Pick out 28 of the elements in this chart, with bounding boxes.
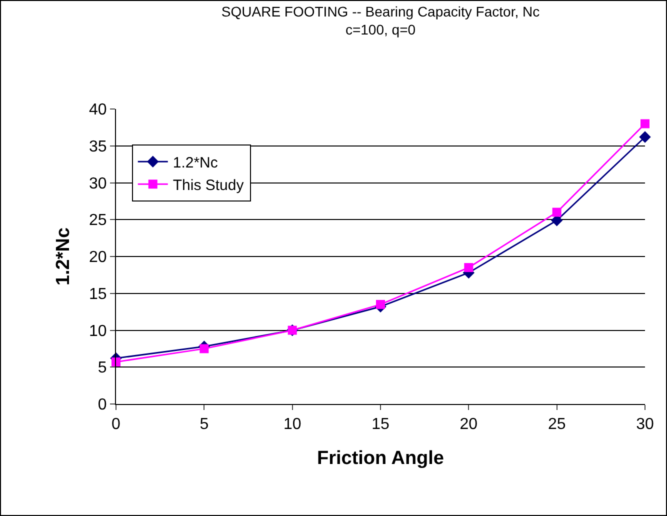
x-tick-label: 10 bbox=[283, 416, 302, 434]
legend-label: This Study bbox=[172, 177, 244, 194]
y-tick-label: 35 bbox=[89, 138, 107, 156]
y-tick-label: 25 bbox=[89, 212, 107, 230]
x-tick-label: 25 bbox=[548, 416, 566, 434]
y-axis-title: 1.2*Nc bbox=[52, 227, 74, 286]
x-axis-title: Friction Angle bbox=[316, 448, 444, 469]
y-tick-label: 20 bbox=[89, 249, 107, 266]
chart-title: SQUARE FOOTING -- Bearing Capacity Factor, Nc bbox=[221, 3, 540, 20]
point bbox=[464, 263, 474, 272]
x-tick-label: 30 bbox=[636, 416, 654, 434]
x-tick-label: 15 bbox=[372, 416, 390, 434]
chart-subtitle: c=100, q=0 bbox=[345, 22, 416, 38]
y-tick-label: 10 bbox=[89, 322, 107, 340]
y-tick-label: 0 bbox=[98, 396, 107, 414]
x-tick-label: 20 bbox=[460, 416, 478, 434]
legend-label: 1.2*Nc bbox=[172, 154, 218, 172]
x-tick-label: 0 bbox=[112, 416, 121, 434]
point bbox=[376, 300, 385, 309]
y-tick-label: 5 bbox=[98, 360, 107, 377]
point bbox=[639, 131, 651, 143]
x-tick-label: 5 bbox=[200, 416, 209, 434]
point bbox=[200, 344, 209, 354]
y-tick-label: 15 bbox=[89, 286, 107, 303]
y-tick-label: 40 bbox=[89, 102, 107, 119]
point bbox=[552, 208, 562, 217]
point bbox=[640, 119, 650, 128]
y-tick-label: 30 bbox=[89, 175, 107, 192]
